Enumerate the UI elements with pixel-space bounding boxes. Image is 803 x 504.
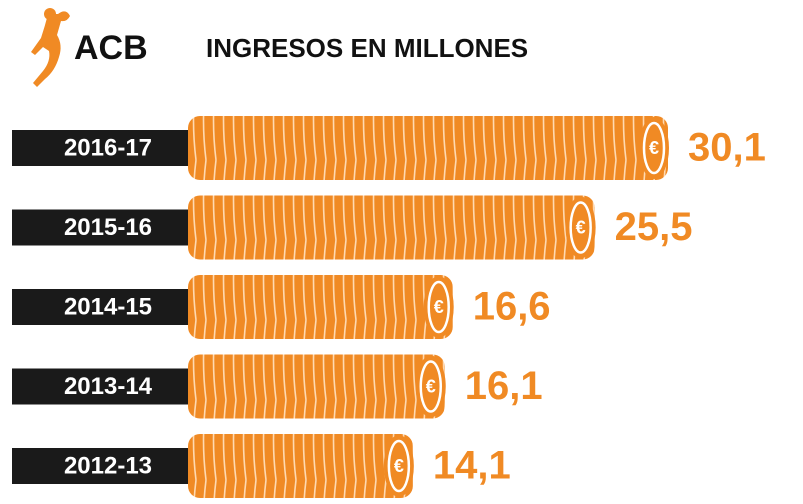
coin-stack (188, 275, 453, 339)
currency-symbol: € (426, 376, 436, 396)
end-coin-ring (642, 121, 666, 175)
category-label: 2016-17 (64, 134, 152, 161)
currency-symbol: € (576, 217, 586, 237)
logo-text: ACB (74, 29, 148, 67)
coin-stack (188, 434, 413, 498)
value-label: 30,1 (688, 126, 766, 170)
end-coin-ring (569, 201, 592, 254)
category-label: 2014-15 (64, 293, 152, 320)
category-box (12, 448, 188, 484)
value-label: 16,6 (473, 285, 551, 329)
value-label: 16,1 (465, 364, 543, 408)
currency-symbol: € (649, 138, 659, 158)
chart-title: INGRESOS EN MILLONES (206, 33, 528, 63)
category-box (12, 368, 188, 405)
category-box (12, 130, 188, 166)
end-coin-ring (419, 360, 442, 413)
logo-figure (31, 11, 70, 87)
category-label: 2012-13 (64, 452, 152, 479)
value-label: 14,1 (433, 444, 511, 488)
category-box (12, 289, 188, 325)
end-coin-ring (427, 280, 450, 334)
value-label: 25,5 (615, 205, 693, 249)
currency-symbol: € (434, 297, 444, 317)
category-label: 2013-14 (64, 373, 153, 400)
end-coin-ring (387, 439, 411, 493)
currency-symbol: € (394, 456, 404, 476)
category-box (12, 209, 188, 246)
coin-stack (188, 354, 445, 419)
coin-stack (188, 195, 595, 260)
coin-stack (188, 116, 668, 180)
logo-ball (44, 8, 56, 20)
category-label: 2015-16 (64, 214, 152, 241)
